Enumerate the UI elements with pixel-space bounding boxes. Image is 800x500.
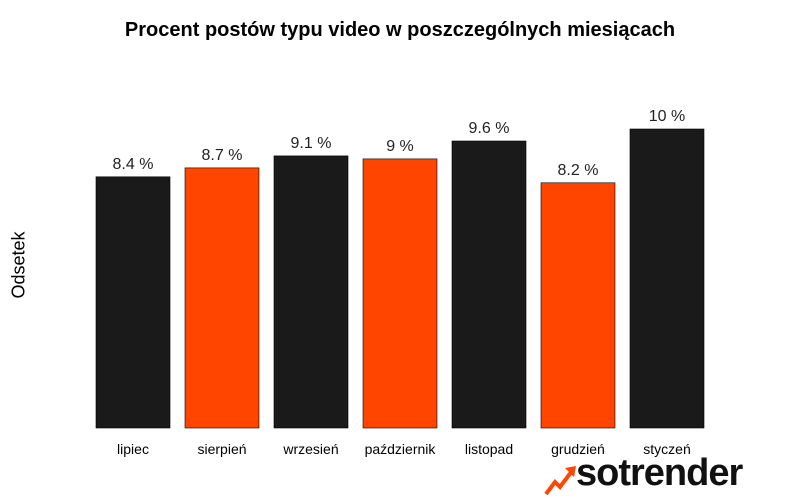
value-label-listopad: 9.6 %	[469, 120, 510, 137]
value-label-styczeń: 10 %	[649, 108, 685, 125]
brand-name: sotrender	[576, 452, 743, 494]
brand-logo	[544, 456, 764, 500]
bar-październik	[362, 158, 438, 429]
bar-sierpień	[184, 167, 260, 429]
category-label-wrzesień: wrzesień	[282, 441, 338, 457]
trend-arrow-icon	[544, 466, 576, 496]
category-label-listopad: listopad	[465, 441, 513, 457]
bar-lipiec	[95, 176, 171, 429]
bar-wrzesień	[273, 155, 349, 429]
value-label-lipiec: 8.4 %	[113, 156, 154, 173]
category-labels-group: lipiec sierpień wrzesień październik listopa…	[117, 441, 691, 457]
category-label-sierpień: sierpień	[197, 441, 246, 457]
bars-group	[95, 128, 705, 429]
category-label-październik: październik	[365, 441, 437, 457]
value-label-grudzień: 8.2 %	[558, 162, 599, 179]
category-label-styczeń: styczeń	[643, 441, 690, 457]
bar-listopad	[451, 140, 527, 429]
value-label-październik: 9 %	[386, 138, 414, 155]
bar-styczeń	[629, 128, 705, 429]
value-label-wrzesień: 9.1 %	[291, 135, 332, 152]
category-label-grudzień: grudzień	[551, 441, 605, 457]
value-label-sierpień: 8.7 %	[202, 147, 243, 164]
chart-title: Procent postów typu video w poszczególny…	[124, 19, 676, 41]
category-label-lipiec: lipiec	[117, 441, 149, 457]
bar-grudzień	[540, 182, 616, 429]
value-labels-group: 8.4 % 8.7 % 9.1 % 9 % 9.6 % 8.2 % 10 %	[113, 108, 686, 179]
